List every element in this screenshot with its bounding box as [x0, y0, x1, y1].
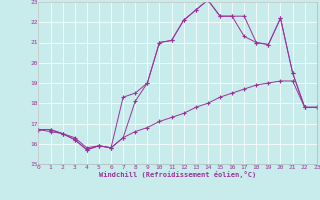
X-axis label: Windchill (Refroidissement éolien,°C): Windchill (Refroidissement éolien,°C) — [99, 171, 256, 178]
